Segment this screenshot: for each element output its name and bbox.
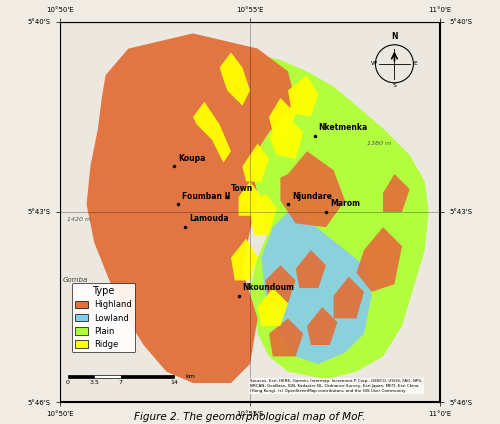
Text: Njundare: Njundare: [292, 192, 332, 201]
Polygon shape: [238, 181, 262, 216]
Text: km: km: [186, 374, 196, 379]
Text: Figure 2. The geomorphological map of MoF.: Figure 2. The geomorphological map of Mo…: [134, 412, 366, 422]
Polygon shape: [250, 193, 276, 235]
Text: Sources: Esri, HERE, Garmin, Intermap, Increment P Corp., GEBCO, USGS, FAO, NPS,: Sources: Esri, HERE, Garmin, Intermap, I…: [250, 379, 422, 393]
Text: S: S: [392, 83, 396, 88]
Text: 14: 14: [170, 380, 178, 385]
Polygon shape: [60, 22, 440, 402]
Polygon shape: [262, 212, 372, 364]
Text: Nketmenka: Nketmenka: [318, 123, 368, 132]
Polygon shape: [220, 53, 250, 106]
Text: 3.5: 3.5: [89, 380, 99, 385]
Polygon shape: [86, 33, 296, 383]
Polygon shape: [269, 318, 303, 357]
Text: N: N: [391, 32, 398, 41]
Polygon shape: [334, 276, 364, 318]
Text: 7: 7: [119, 380, 123, 385]
Text: Gomba: Gomba: [62, 277, 88, 283]
Text: 1380 m: 1380 m: [367, 141, 392, 146]
Text: Nkoundoum: Nkoundoum: [242, 283, 294, 292]
Polygon shape: [280, 151, 345, 227]
Polygon shape: [242, 144, 269, 181]
Bar: [148, 375, 174, 379]
Text: Foumban II: Foumban II: [182, 192, 230, 201]
Text: W: W: [370, 61, 376, 66]
Polygon shape: [193, 102, 231, 162]
Polygon shape: [231, 239, 258, 280]
Bar: [68, 375, 94, 379]
Text: Lamouda: Lamouda: [189, 215, 229, 223]
Text: E: E: [414, 61, 418, 66]
Polygon shape: [288, 75, 318, 117]
Text: 1420 m: 1420 m: [67, 217, 91, 222]
Polygon shape: [265, 265, 296, 303]
Polygon shape: [269, 98, 295, 136]
Bar: [94, 375, 121, 379]
Bar: [121, 375, 148, 379]
Text: Town: Town: [231, 184, 253, 193]
Legend: Highland, Lowland, Plain, Ridge: Highland, Lowland, Plain, Ridge: [72, 283, 136, 352]
Text: 0: 0: [66, 380, 70, 385]
Polygon shape: [250, 53, 428, 379]
Polygon shape: [356, 227, 402, 292]
Text: Marom: Marom: [330, 199, 360, 208]
Polygon shape: [296, 250, 326, 288]
Text: Koupa: Koupa: [178, 153, 205, 162]
Polygon shape: [307, 307, 338, 345]
Polygon shape: [269, 117, 303, 159]
Polygon shape: [258, 288, 288, 326]
Polygon shape: [383, 174, 409, 212]
